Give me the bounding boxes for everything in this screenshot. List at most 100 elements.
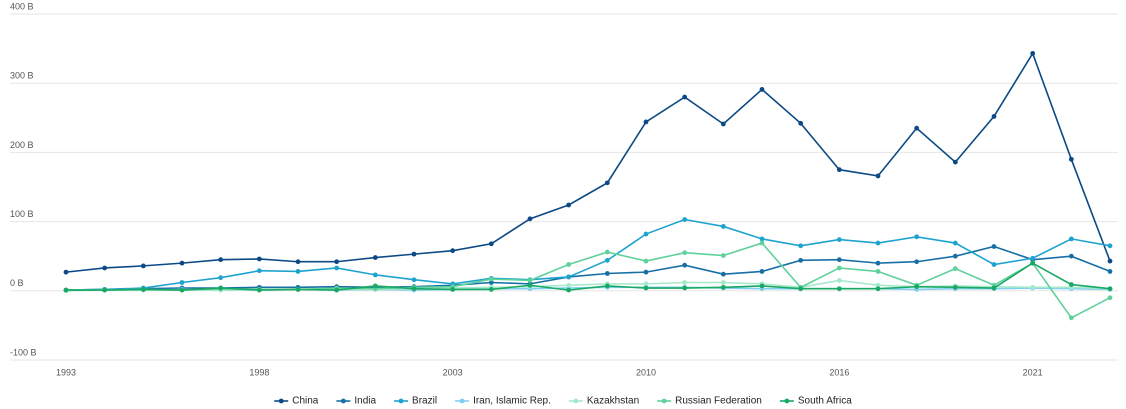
data-point [604, 180, 610, 186]
data-point [527, 282, 533, 288]
data-point [256, 268, 262, 274]
data-point [875, 240, 881, 246]
y-tick-label: 0 B [10, 278, 24, 288]
data-point [759, 87, 765, 92]
data-point [682, 250, 688, 256]
data-point [179, 280, 185, 285]
data-point [63, 269, 69, 275]
y-tick-label: -100 B [10, 347, 37, 357]
data-point [604, 271, 610, 276]
data-point [914, 284, 920, 290]
legend-label: Kazakhstan [587, 396, 639, 407]
data-point [720, 271, 726, 277]
data-point [527, 278, 533, 283]
data-point [759, 240, 765, 246]
data-point [411, 277, 417, 283]
data-point [720, 284, 726, 290]
legend-label: China [292, 396, 319, 407]
data-point [643, 285, 649, 291]
data-point [836, 265, 842, 271]
data-point [140, 287, 146, 292]
data-point [1030, 260, 1036, 266]
series-line [66, 242, 1111, 319]
data-point [256, 256, 262, 262]
data-point [372, 272, 378, 278]
data-point [643, 258, 649, 264]
x-tick-label: 2021 [1023, 367, 1043, 377]
data-point [1107, 258, 1113, 264]
legend-marker [278, 398, 284, 404]
data-point [682, 285, 688, 291]
data-point [488, 276, 494, 282]
data-point [875, 282, 881, 288]
data-point [914, 259, 920, 265]
data-point [1068, 253, 1074, 259]
data-point [1068, 156, 1074, 162]
data-point [1068, 282, 1074, 287]
x-tick-label: 1993 [56, 367, 76, 377]
data-point [952, 284, 958, 290]
legend-label: Russian Federation [675, 396, 762, 407]
data-point [218, 257, 224, 263]
y-tick-label: 400 B [10, 1, 34, 11]
data-point [759, 269, 765, 274]
data-point [1068, 236, 1074, 242]
data-point [952, 159, 958, 165]
data-point [295, 287, 301, 292]
data-point [179, 287, 185, 293]
series-line [65, 218, 1111, 291]
data-point [411, 286, 417, 292]
series-line [65, 51, 1111, 273]
data-point [1068, 315, 1074, 321]
x-tick-label: 2003 [443, 367, 463, 377]
legend-label: South Africa [798, 396, 852, 407]
data-point [836, 167, 842, 173]
legend-item: Kazakhstan [568, 396, 639, 407]
x-tick-label: 2010 [636, 367, 656, 377]
data-point [63, 287, 69, 293]
data-point [334, 259, 340, 265]
data-point [875, 269, 881, 274]
data-point [643, 281, 649, 287]
data-point [488, 241, 494, 247]
data-point [102, 287, 108, 293]
data-point [450, 287, 456, 292]
data-point [875, 173, 881, 179]
data-point [952, 253, 958, 259]
data-point [334, 287, 340, 293]
data-point [991, 262, 997, 267]
x-tick-label: 2016 [829, 367, 849, 377]
data-point [102, 265, 108, 271]
legend-label: India [354, 396, 376, 407]
legend-label: Brazil [412, 396, 437, 407]
legend-marker [459, 398, 465, 404]
data-point [604, 257, 610, 263]
data-point [218, 285, 224, 291]
legend-marker [573, 398, 579, 404]
data-point [643, 119, 649, 125]
data-point [295, 259, 301, 265]
series-line [66, 262, 1111, 291]
data-point [682, 94, 688, 100]
legend-item: Iran, Islamic Rep. [455, 396, 551, 407]
data-point [875, 286, 881, 292]
data-point [875, 260, 881, 266]
data-point [682, 280, 688, 285]
data-point [1107, 243, 1113, 249]
data-point [836, 237, 842, 242]
legend-label: Iran, Islamic Rep. [473, 396, 551, 407]
data-point [566, 274, 572, 280]
data-point [759, 283, 765, 289]
data-point [914, 234, 920, 240]
data-point [1030, 51, 1036, 56]
data-point [914, 125, 920, 131]
data-point [798, 257, 804, 263]
legend: China India Brazil Iran, Islamic Rep. Kazakh… [274, 396, 852, 407]
series-line [65, 245, 1111, 291]
x-tick-label: 1998 [249, 367, 269, 377]
data-point [991, 285, 997, 291]
data-point [798, 286, 804, 292]
legend-item: South Africa [779, 396, 852, 407]
data-point [411, 251, 417, 257]
